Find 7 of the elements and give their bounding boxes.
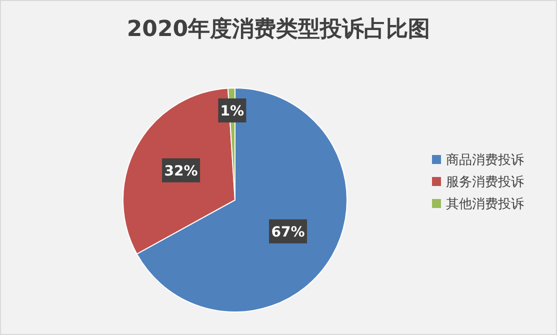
chart-title: 2020年度消费类型投诉占比图	[126, 16, 430, 42]
legend-label: 商品消费投诉	[446, 153, 524, 168]
data-label: 67%	[271, 224, 305, 240]
legend-label: 服务消费投诉	[446, 175, 524, 190]
data-label: 1%	[220, 103, 244, 120]
data-label: 32%	[164, 163, 198, 180]
legend-label: 其他消费投诉	[446, 197, 524, 212]
